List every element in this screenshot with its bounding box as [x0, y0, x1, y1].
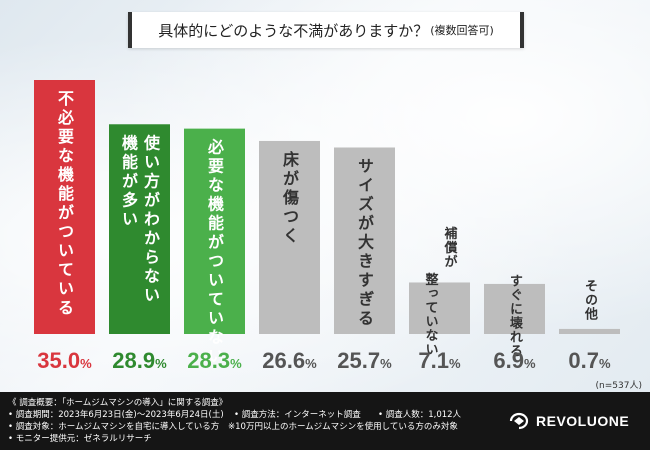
logo-text: REVOLUONE: [536, 413, 630, 429]
revoluone-logo: REVOLUONE: [508, 410, 643, 432]
chart-title: 具体的にどのような不満がありますか？: [158, 21, 429, 40]
category-label-6: すぐに壊れる: [507, 274, 523, 358]
value-label-1: 28.9%: [112, 348, 167, 373]
value-label-5: 7.1%: [418, 348, 461, 373]
value-label-4: 25.7%: [337, 348, 392, 373]
category-label-5-line-0: 補償が: [442, 226, 459, 269]
bar-7: [559, 328, 620, 334]
category-label-7-line-0: その他: [582, 279, 599, 321]
category-label-1-line-1: 機能が多い: [119, 133, 138, 229]
bar-6: [484, 283, 545, 334]
value-label-2: 28.3%: [187, 348, 242, 373]
bar-3: [259, 140, 320, 334]
category-label-2: 必要な機能がついていない: [205, 138, 225, 367]
category-label-0-line-0: 不必要な機能がついている: [55, 90, 75, 318]
survey-footer: 《 調査概要：「ホームジムマシンの導入」に関する調査》 • 調査期間：2023年…: [0, 392, 650, 450]
survey-heading: 《 調査概要：「ホームジムマシンの導入」に関する調査》: [8, 398, 228, 408]
survey-target: • 調査対象：ホームジムマシンを自宅に導入している方: [8, 422, 220, 432]
category-label-6-line-0: すぐに壊れる: [507, 274, 523, 358]
category-label-4-line-0: サイズが大きすぎる: [355, 157, 374, 328]
category-label-7: その他: [582, 279, 599, 321]
survey-count: • 調査人数：1,012人: [378, 410, 462, 420]
category-label-3-line-0: 床が傷つく: [280, 150, 300, 246]
value-label-0: 35.0%: [37, 348, 92, 373]
chart-title-box: 具体的にどのような不満がありますか？ (複数回答可): [128, 12, 524, 48]
category-label-3: 床が傷つく: [280, 150, 300, 246]
category-label-1-line-0: 使い方がわからない: [141, 133, 161, 305]
category-label-4: サイズが大きすぎる: [355, 157, 374, 328]
logo-mark-icon: [509, 412, 529, 430]
value-label-3: 26.6%: [262, 348, 317, 373]
survey-provider: • モニター提供元：ゼネラルリサーチ: [8, 434, 152, 444]
bar-2: [184, 128, 245, 334]
survey-period: • 調査期間：2023年6月23日(金)～2023年6月24日(土): [8, 410, 224, 420]
bar-5: [409, 282, 470, 334]
bar-4: [334, 147, 395, 334]
bar-1: [109, 124, 170, 334]
survey-method: • 調査方法：インターネット調査: [234, 410, 361, 420]
category-label-0: 不必要な機能がついている: [55, 90, 75, 318]
category-label-5-line-1: 整っていない: [423, 272, 440, 357]
bar-0: [34, 80, 95, 334]
value-label-7: 0.7%: [568, 348, 611, 373]
value-label-6: 6.9%: [493, 348, 536, 373]
sample-size-note: (n=537人): [595, 381, 642, 391]
survey-target-note: ※10万円以上のホームジムマシンを使用している方のみ対象: [228, 422, 458, 432]
chart-title-sub: (複数回答可): [430, 24, 494, 37]
category-label-2-line-0: 必要な機能がついていない: [205, 138, 225, 367]
